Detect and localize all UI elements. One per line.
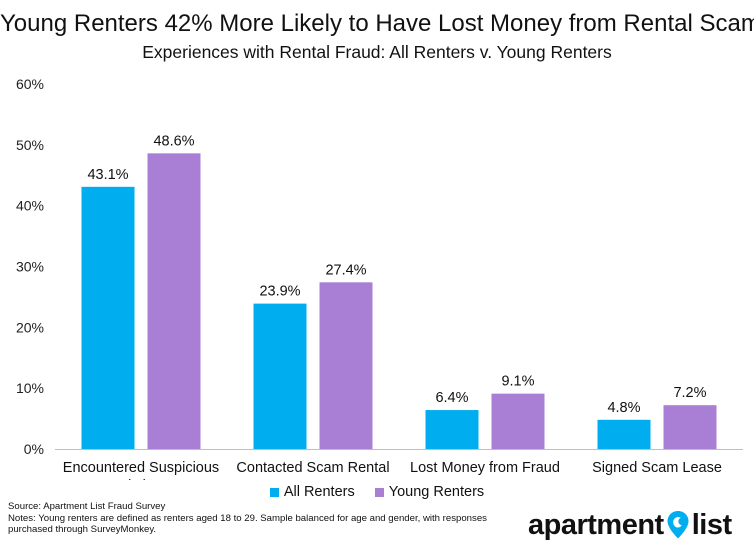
y-tick-label: 30% — [16, 259, 44, 275]
legend-swatch-young-renters — [374, 487, 384, 497]
category-label: Lost Money from Fraud — [410, 460, 560, 476]
category-label: Encountered Suspicious — [63, 460, 219, 476]
apartment-list-logo: apartment list — [528, 508, 732, 542]
y-tick-label: 10% — [16, 380, 44, 396]
bar-all-renters — [597, 419, 651, 449]
legend: All Renters Young Renters — [0, 484, 754, 501]
bar-chart: 0% 10% 20% 30% 40% 50% 60% 43.1% 48.6% Encountere… — [16, 76, 743, 480]
legend-label-all-renters: All Renters — [283, 484, 355, 500]
source-note: Source: Apartment List Fraud Survey — [8, 501, 166, 512]
data-label: 27.4% — [325, 262, 366, 278]
logo-text-list: list — [691, 508, 732, 541]
y-tick-label: 50% — [16, 137, 44, 153]
chart-subtitle: Experiences with Rental Fraud: All Rente… — [142, 42, 612, 62]
footnotes: Source: Apartment List Fraud Survey Note… — [8, 501, 487, 536]
bar-young-renters — [319, 282, 373, 449]
map-pin-icon — [667, 511, 689, 539]
data-label: 23.9% — [259, 284, 300, 300]
y-tick-label: 60% — [16, 76, 44, 92]
bar-young-renters — [663, 405, 717, 449]
category-label: Signed Scam Lease — [592, 460, 722, 476]
data-label: 7.2% — [673, 385, 706, 401]
notes-line-2: purchased through SurveyMonkey. — [8, 524, 157, 535]
notes-line-1: Notes: Young renters are defined as rent… — [8, 512, 487, 524]
data-label: 6.4% — [435, 390, 468, 406]
legend-label-young-renters: Young Renters — [388, 484, 485, 500]
data-label: 4.8% — [607, 400, 640, 416]
bar-all-renters — [425, 410, 479, 449]
logo-text-apartment: apartment — [528, 508, 664, 541]
legend-item-all-renters: All Renters — [269, 484, 355, 500]
category-label: Contacted Scam Rental — [236, 460, 389, 476]
bar-young-renters — [491, 393, 545, 449]
y-tick-label: 20% — [16, 319, 44, 335]
data-label: 48.6% — [153, 133, 194, 149]
chart-title: Young Renters 42% More Likely to Have Lo… — [0, 10, 754, 37]
y-tick-label: 40% — [16, 198, 44, 214]
legend-swatch-all-renters — [269, 487, 279, 497]
data-label: 9.1% — [501, 374, 534, 390]
y-tick-label: 0% — [24, 441, 44, 457]
legend-item-young-renters: Young Renters — [374, 484, 485, 500]
bar-all-renters — [81, 186, 135, 449]
bar-young-renters — [147, 153, 201, 449]
data-label: 43.1% — [87, 167, 128, 183]
category-label: Listing — [120, 478, 162, 480]
bar-all-renters — [253, 303, 307, 449]
